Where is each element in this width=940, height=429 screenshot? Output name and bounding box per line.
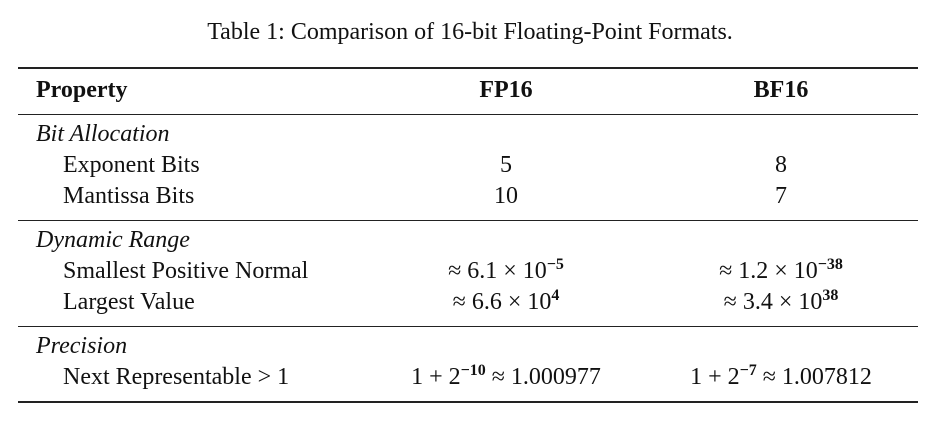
table-rule xyxy=(18,401,918,403)
row-label: Mantissa Bits xyxy=(63,183,195,209)
exponent: −5 xyxy=(546,256,564,273)
cell-text: 1 + 2 xyxy=(690,364,740,390)
table-cell: ≈ 3.4 × 1038 xyxy=(724,288,839,316)
table-cell: ≈ 1.2 × 10−38 xyxy=(719,257,843,285)
table-cell: 1 + 2−7 ≈ 1.007812 xyxy=(690,363,872,391)
caption: Table 1: Comparison of 16-bit Floating-P… xyxy=(207,19,733,45)
row-label: Exponent Bits xyxy=(63,152,200,178)
table-cell: ≈ 6.1 × 10−5 xyxy=(448,257,564,285)
cell-text: ≈ 1.000977 xyxy=(485,364,601,390)
exponent: −38 xyxy=(817,256,843,273)
cell-text: ≈ 6.1 × 10 xyxy=(448,258,547,284)
table-cell: ≈ 6.6 × 104 xyxy=(453,288,560,316)
section-title: Precision xyxy=(36,333,128,359)
table-cell: 8 xyxy=(775,152,787,178)
section-title: Bit Allocation xyxy=(36,121,170,147)
cell-text: ≈ 6.6 × 10 xyxy=(452,289,552,315)
cell-text: ≈ 1.2 × 10 xyxy=(719,258,818,284)
exponent: 38 xyxy=(822,287,839,304)
cell-text: ≈ 3.4 × 10 xyxy=(723,289,823,315)
table-rule xyxy=(18,114,918,115)
exponent: −7 xyxy=(739,362,757,379)
cell-text: ≈ 1.007812 xyxy=(756,364,872,390)
column-header: Property xyxy=(36,77,128,103)
row-label: Largest Value xyxy=(63,289,195,315)
column-header: FP16 xyxy=(479,77,533,103)
exponent: 4 xyxy=(551,287,560,304)
table-cell: 1 + 2−10 ≈ 1.000977 xyxy=(411,363,601,391)
table-cell: 5 xyxy=(500,152,512,178)
table-rule xyxy=(18,67,918,69)
section-title: Dynamic Range xyxy=(36,227,190,253)
table-rule xyxy=(18,220,918,221)
row-label: Next Representable > 1 xyxy=(63,364,290,390)
table-cell: 10 xyxy=(494,183,518,209)
row-label: Smallest Positive Normal xyxy=(63,258,309,284)
exponent: −10 xyxy=(460,362,486,379)
cell-text: 1 + 2 xyxy=(411,364,461,390)
table-rule xyxy=(18,326,918,327)
column-header: BF16 xyxy=(753,77,809,103)
table-cell: 7 xyxy=(775,183,787,209)
